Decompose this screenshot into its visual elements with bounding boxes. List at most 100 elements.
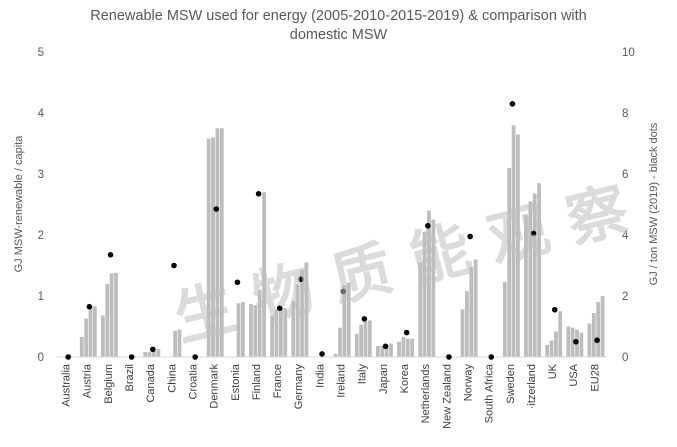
bar-germany-2010 — [295, 285, 300, 357]
bar-usa-2010 — [570, 327, 575, 357]
dot-japan — [382, 343, 389, 350]
category-label: New Zealand — [441, 364, 453, 429]
bar-austria-2005 — [79, 336, 84, 357]
dot-switzerland — [530, 230, 537, 237]
bar-norway-2015 — [469, 266, 474, 357]
bar-germany-2019 — [304, 262, 309, 357]
y-tick-label: 5 — [38, 47, 44, 59]
bar-japan-2019 — [389, 343, 393, 357]
bar-usa-2005 — [566, 326, 571, 357]
bar-canada-2005 — [143, 352, 148, 357]
bar-denmark-2015 — [215, 128, 220, 357]
bar-korea-2010 — [401, 336, 406, 357]
category-label: Estonia — [230, 363, 242, 401]
y-axis-ticks: 0 1 2 3 4 5 — [38, 47, 45, 364]
bar-canada-2019 — [156, 349, 161, 357]
bar-ireland-2005 — [333, 353, 338, 357]
bar-eu28-2005 — [587, 323, 592, 357]
bar-belgium-2010 — [105, 283, 110, 357]
bar-ireland-2019 — [346, 282, 351, 357]
bar-france-2019 — [283, 308, 288, 357]
bar-germany-2015 — [300, 269, 304, 357]
bar-sweden-2019 — [516, 134, 520, 357]
dot-austria — [86, 303, 93, 310]
category-label: Netherlands — [420, 364, 432, 424]
dot-ireland — [340, 288, 347, 295]
bar-canada-2015 — [152, 350, 156, 357]
y2-tick-label: 6 — [622, 169, 628, 181]
category-label: France — [272, 364, 284, 398]
bar-italy-2015 — [363, 321, 368, 357]
dot-sweden — [509, 101, 516, 107]
category-label: Germany — [293, 364, 305, 410]
bar-china-2019 — [177, 329, 182, 357]
bar-eu28-2019 — [600, 296, 605, 357]
category-label: Ireland — [336, 364, 348, 398]
bar-italy-2005 — [354, 333, 359, 357]
bar-korea-2015 — [405, 338, 410, 357]
bar-finland-2005 — [249, 303, 253, 357]
dot-italy — [361, 316, 368, 322]
bar-denmark-2010 — [211, 137, 215, 357]
bar-netherlands-2015 — [427, 210, 431, 357]
y2-axis-label: GJ / ton MSW (2019) - black dots — [648, 122, 660, 285]
dot-finland — [255, 191, 262, 197]
bar-sweden-2005 — [502, 281, 507, 357]
dot-norway — [467, 233, 473, 240]
y-tick-label: 1 — [38, 291, 44, 303]
bar-netherlands-2010 — [422, 231, 427, 357]
category-label: USA — [568, 363, 580, 386]
bar-canada-2010 — [147, 352, 152, 357]
bar-sweden-2015 — [511, 125, 516, 357]
bar-norway-2019 — [473, 259, 478, 357]
chart-title-line2: domestic MSW — [290, 27, 388, 43]
bar-france-2015 — [278, 309, 283, 357]
category-label: Canada — [145, 363, 157, 402]
bar-germany-2005 — [291, 300, 296, 357]
category-label: Finland — [251, 364, 263, 400]
y2-tick-label: 4 — [622, 230, 629, 242]
y2-axis-ticks: 0 2 4 6 8 10 — [622, 47, 635, 364]
bar-switzerland-2010 — [528, 201, 533, 357]
category-label: Korea — [399, 363, 411, 393]
y2-tick-label: 0 — [622, 352, 628, 364]
dot-canada — [150, 346, 156, 353]
bar-france-2010 — [274, 309, 279, 357]
y2-tick-label: 2 — [622, 291, 628, 303]
watermark: 生 物 质 能 观 察 — [167, 175, 635, 355]
bar-series — [79, 125, 605, 357]
bar-japan-2005 — [376, 346, 380, 357]
category-label: Japan — [378, 364, 390, 394]
bar-sweden-2010 — [507, 167, 512, 357]
bar-uk-2015 — [553, 331, 558, 357]
y2-tick-label: 10 — [622, 47, 635, 59]
bar-uk-2010 — [549, 340, 554, 357]
category-label: Italy — [357, 364, 369, 385]
bar-korea-2019 — [410, 338, 415, 357]
y2-tick-label: 8 — [622, 108, 628, 120]
dot-australia — [65, 354, 71, 360]
category-label: Australia — [61, 363, 73, 407]
bar-netherlands-2005 — [418, 262, 423, 357]
bar-france-2005 — [270, 315, 275, 357]
category-label: Belgium — [103, 364, 115, 404]
bar-norway-2010 — [464, 291, 469, 357]
bar-denmark-2019 — [219, 128, 224, 357]
bar-japan-2015 — [384, 344, 389, 357]
dot-new-zealand — [446, 354, 452, 360]
category-label: South Africa — [484, 363, 496, 423]
bar-eu28-2015 — [596, 302, 601, 357]
bar-eu28-2010 — [591, 313, 596, 357]
bar-ireland-2015 — [342, 285, 347, 357]
bar-switzerland-2019 — [537, 183, 541, 357]
bar-finland-2019 — [262, 192, 266, 357]
category-label: India — [314, 363, 326, 388]
category-label: Norway — [462, 364, 474, 402]
dot-denmark — [213, 206, 220, 212]
bar-finland-2010 — [253, 305, 258, 357]
dot-series — [65, 101, 600, 360]
bar-estonia-2015 — [236, 303, 241, 357]
y-axis-label: GJ MSW-renewable / capita — [13, 135, 25, 273]
bar-ireland-2010 — [338, 327, 342, 357]
